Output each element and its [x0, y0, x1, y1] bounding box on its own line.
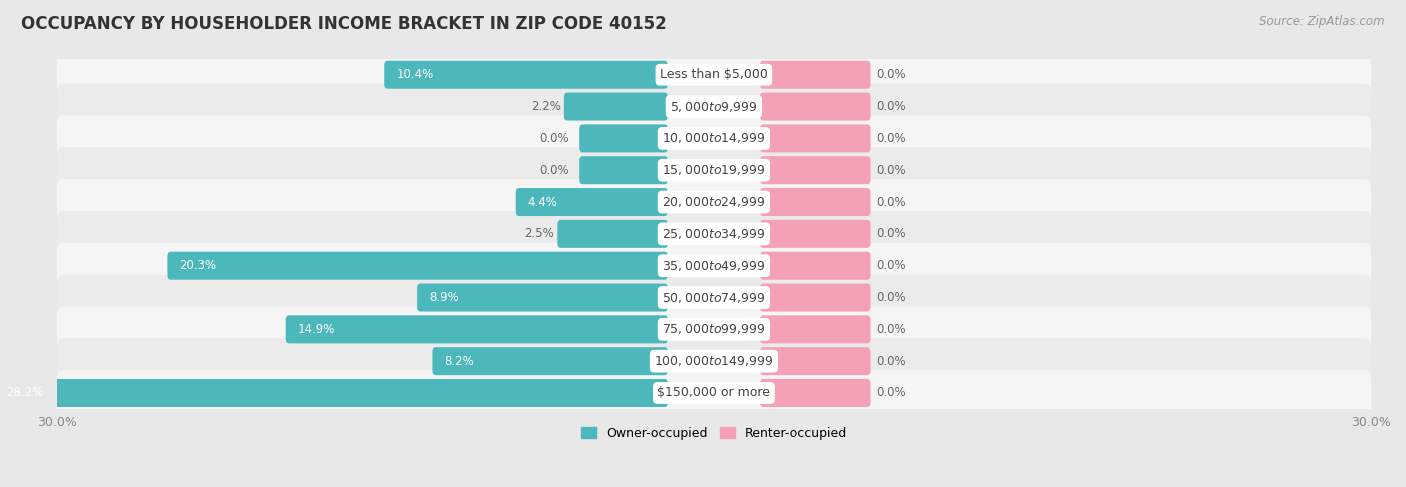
- FancyBboxPatch shape: [557, 220, 668, 248]
- Text: $100,000 to $149,999: $100,000 to $149,999: [654, 354, 773, 368]
- Text: 0.0%: 0.0%: [876, 164, 905, 177]
- Text: $5,000 to $9,999: $5,000 to $9,999: [671, 99, 758, 113]
- Text: 0.0%: 0.0%: [876, 259, 905, 272]
- FancyBboxPatch shape: [759, 124, 870, 152]
- FancyBboxPatch shape: [56, 115, 1371, 161]
- FancyBboxPatch shape: [564, 93, 668, 121]
- Text: $75,000 to $99,999: $75,000 to $99,999: [662, 322, 766, 337]
- FancyBboxPatch shape: [759, 347, 870, 375]
- Text: OCCUPANCY BY HOUSEHOLDER INCOME BRACKET IN ZIP CODE 40152: OCCUPANCY BY HOUSEHOLDER INCOME BRACKET …: [21, 15, 666, 33]
- FancyBboxPatch shape: [759, 93, 870, 121]
- FancyBboxPatch shape: [418, 283, 668, 312]
- Text: 0.0%: 0.0%: [876, 323, 905, 336]
- Text: 8.9%: 8.9%: [429, 291, 458, 304]
- FancyBboxPatch shape: [759, 316, 870, 343]
- FancyBboxPatch shape: [384, 61, 668, 89]
- Text: 0.0%: 0.0%: [540, 164, 569, 177]
- FancyBboxPatch shape: [516, 188, 668, 216]
- FancyBboxPatch shape: [759, 188, 870, 216]
- Text: 8.2%: 8.2%: [444, 355, 474, 368]
- Text: 0.0%: 0.0%: [876, 355, 905, 368]
- Text: 10.4%: 10.4%: [396, 68, 433, 81]
- FancyBboxPatch shape: [433, 347, 668, 375]
- Text: Less than $5,000: Less than $5,000: [659, 68, 768, 81]
- Text: 2.2%: 2.2%: [530, 100, 561, 113]
- Text: 0.0%: 0.0%: [876, 68, 905, 81]
- Text: 14.9%: 14.9%: [298, 323, 335, 336]
- Text: 0.0%: 0.0%: [876, 227, 905, 241]
- FancyBboxPatch shape: [56, 370, 1371, 416]
- FancyBboxPatch shape: [759, 156, 870, 184]
- Text: 4.4%: 4.4%: [527, 196, 558, 208]
- FancyBboxPatch shape: [56, 275, 1371, 320]
- Text: 0.0%: 0.0%: [876, 387, 905, 399]
- FancyBboxPatch shape: [56, 338, 1371, 384]
- Legend: Owner-occupied, Renter-occupied: Owner-occupied, Renter-occupied: [576, 422, 852, 445]
- Text: $150,000 or more: $150,000 or more: [658, 387, 770, 399]
- FancyBboxPatch shape: [579, 124, 668, 152]
- Text: $15,000 to $19,999: $15,000 to $19,999: [662, 163, 766, 177]
- Text: $20,000 to $24,999: $20,000 to $24,999: [662, 195, 766, 209]
- FancyBboxPatch shape: [759, 252, 870, 280]
- Text: $10,000 to $14,999: $10,000 to $14,999: [662, 131, 766, 146]
- Text: 28.2%: 28.2%: [7, 387, 44, 399]
- Text: 0.0%: 0.0%: [876, 100, 905, 113]
- FancyBboxPatch shape: [759, 61, 870, 89]
- FancyBboxPatch shape: [56, 211, 1371, 257]
- FancyBboxPatch shape: [56, 52, 1371, 98]
- FancyBboxPatch shape: [285, 316, 668, 343]
- Text: 0.0%: 0.0%: [876, 291, 905, 304]
- FancyBboxPatch shape: [0, 379, 668, 407]
- FancyBboxPatch shape: [56, 84, 1371, 130]
- Text: 0.0%: 0.0%: [876, 132, 905, 145]
- Text: 2.5%: 2.5%: [524, 227, 554, 241]
- FancyBboxPatch shape: [759, 379, 870, 407]
- FancyBboxPatch shape: [56, 147, 1371, 193]
- Text: $25,000 to $34,999: $25,000 to $34,999: [662, 227, 766, 241]
- FancyBboxPatch shape: [759, 220, 870, 248]
- FancyBboxPatch shape: [56, 243, 1371, 289]
- Text: 0.0%: 0.0%: [540, 132, 569, 145]
- Text: 20.3%: 20.3%: [180, 259, 217, 272]
- FancyBboxPatch shape: [56, 179, 1371, 225]
- FancyBboxPatch shape: [167, 252, 668, 280]
- Text: Source: ZipAtlas.com: Source: ZipAtlas.com: [1260, 15, 1385, 28]
- Text: 0.0%: 0.0%: [876, 196, 905, 208]
- FancyBboxPatch shape: [759, 283, 870, 312]
- FancyBboxPatch shape: [579, 156, 668, 184]
- Text: $35,000 to $49,999: $35,000 to $49,999: [662, 259, 766, 273]
- Text: $50,000 to $74,999: $50,000 to $74,999: [662, 291, 766, 304]
- FancyBboxPatch shape: [56, 306, 1371, 352]
